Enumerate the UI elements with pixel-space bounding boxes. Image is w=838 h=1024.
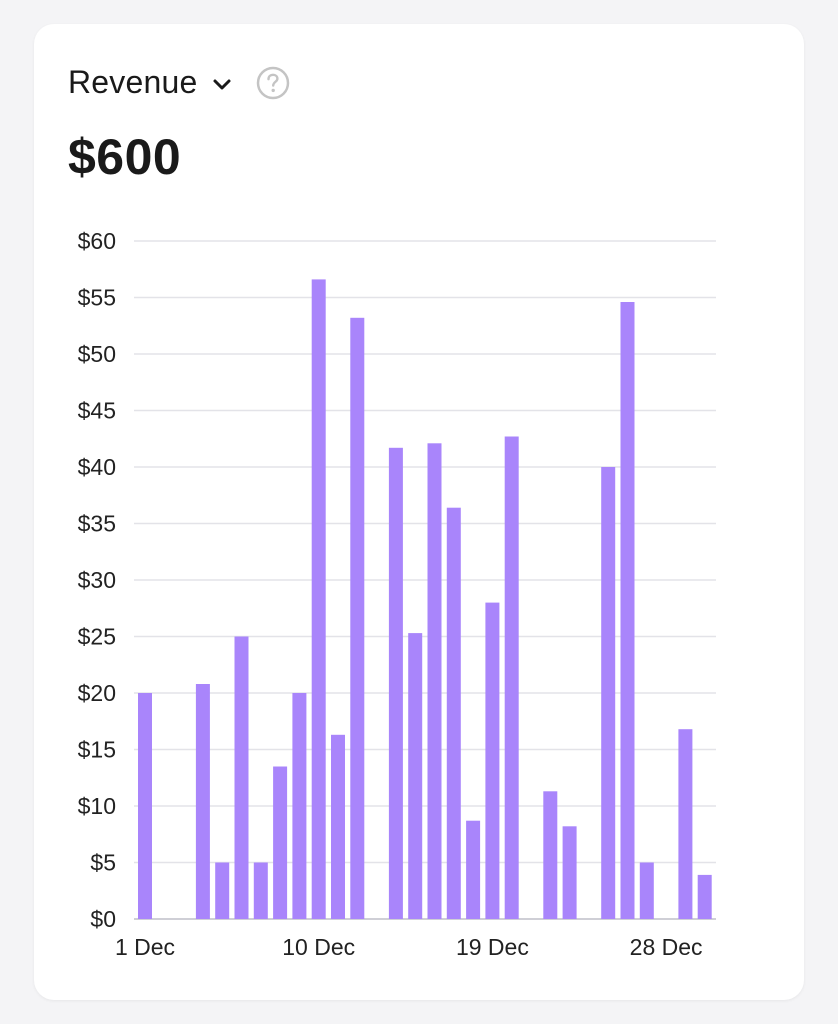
- revenue-card: Revenue $600 $0 $5 $10 $15 $20 $25 $30 $35 $40 $4…: [34, 24, 804, 1000]
- total-revenue-value: $600: [68, 129, 182, 185]
- y-tick-label: $20: [78, 680, 116, 706]
- x-tick-label: 19 Dec: [456, 934, 529, 960]
- bar[interactable]: 1 Dec: [138, 693, 152, 919]
- x-tick-label: 10 Dec: [282, 934, 355, 960]
- bar[interactable]: 8 Dec: [273, 766, 288, 920]
- y-tick-label: $60: [78, 228, 116, 254]
- bar[interactable]: 14 Dec: [388, 447, 403, 919]
- bar[interactable]: 15 Dec: [408, 633, 423, 919]
- bar[interactable]: 11 Dec: [331, 734, 345, 919]
- bar[interactable]: 16 Dec: [427, 443, 442, 919]
- bar[interactable]: 20 Dec: [504, 436, 519, 920]
- help-icon[interactable]: [256, 66, 290, 100]
- bar[interactable]: 9 Dec: [292, 693, 307, 919]
- bar[interactable]: 17 Dec: [446, 507, 461, 919]
- bar[interactable]: 27 Dec: [639, 862, 654, 920]
- y-tick-label: $55: [78, 285, 116, 311]
- bar[interactable]: 19 Dec: [485, 602, 500, 919]
- y-tick-label: $5: [90, 850, 116, 876]
- bar[interactable]: 5 Dec: [215, 862, 230, 920]
- bar[interactable]: 26 Dec: [620, 302, 635, 919]
- card-header: Revenue: [68, 64, 290, 101]
- bar[interactable]: 25 Dec: [601, 467, 616, 919]
- y-tick-label: $0: [90, 906, 116, 932]
- y-tick-label: $30: [78, 567, 116, 593]
- chevron-down-icon[interactable]: [212, 78, 232, 92]
- y-tick-label: $45: [78, 398, 116, 424]
- y-tick-label: $25: [78, 624, 116, 650]
- bar[interactable]: 29 Dec: [678, 729, 693, 919]
- y-tick-label: $50: [78, 341, 116, 367]
- bar[interactable]: 22 Dec: [543, 791, 558, 919]
- bar[interactable]: 7 Dec: [253, 862, 268, 920]
- bar[interactable]: 4 Dec: [195, 684, 210, 919]
- y-tick-label: $10: [78, 793, 116, 819]
- y-tick-label: $35: [78, 511, 116, 537]
- x-tick-label: 28 Dec: [630, 934, 703, 960]
- bar[interactable]: 10 Dec: [311, 279, 326, 919]
- revenue-bar-chart: $0 $5 $10 $15 $20 $25 $30 $35 $40 $45 $50 $55 $60 1 D…: [78, 228, 716, 960]
- bar[interactable]: 23 Dec: [562, 826, 577, 919]
- bar[interactable]: 30 Dec: [697, 874, 712, 919]
- metric-selector-label[interactable]: Revenue: [68, 64, 198, 100]
- bar[interactable]: 6 Dec: [234, 636, 249, 920]
- y-tick-label: $40: [78, 454, 116, 480]
- y-tick-label: $15: [78, 737, 116, 763]
- x-tick-label: 1 Dec: [115, 934, 175, 960]
- bar[interactable]: 18 Dec: [466, 820, 481, 919]
- bar[interactable]: 12 Dec: [350, 317, 365, 919]
